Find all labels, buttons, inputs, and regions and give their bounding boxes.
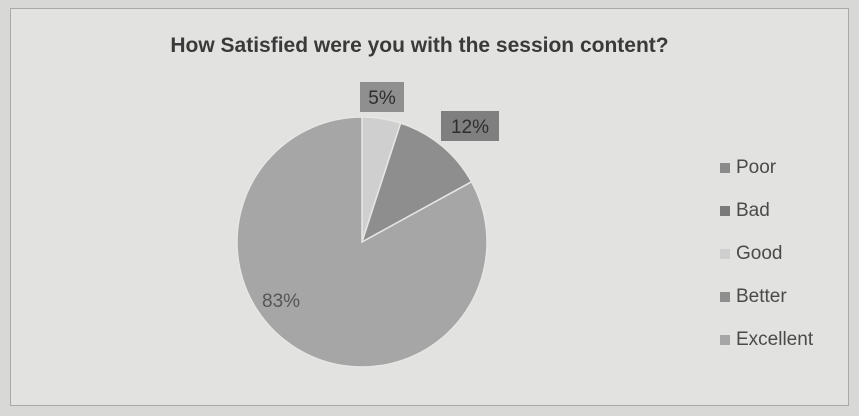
legend-label: Good — [736, 242, 783, 264]
legend-item-good: Good — [720, 232, 813, 275]
chart-title: How Satisfied were you with the session … — [170, 34, 669, 57]
pie-slice-better — [360, 122, 473, 244]
legend-label: Excellent — [736, 328, 814, 350]
legend-label: Better — [736, 285, 787, 307]
legend-swatch — [720, 334, 730, 345]
pie-slice-excellent — [236, 116, 488, 368]
data-label-good: 5% — [368, 88, 396, 109]
legend-label: Poor — [736, 156, 777, 178]
chart-legend: Poor Bad Good Better Excellent — [720, 146, 813, 361]
data-label-box-better — [441, 111, 499, 141]
data-label-excellent: 83% — [262, 291, 300, 312]
data-label-better: 12% — [451, 117, 489, 138]
legend-swatch — [720, 205, 730, 216]
legend-label: Bad — [736, 199, 770, 221]
legend-item-poor: Poor — [720, 146, 813, 189]
legend-swatch — [720, 248, 730, 259]
legend-item-better: Better — [720, 275, 813, 318]
data-label-box-good — [360, 82, 404, 112]
legend-item-excellent: Excellent — [720, 318, 813, 361]
legend-item-bad: Bad — [720, 189, 813, 232]
legend-swatch — [720, 162, 730, 173]
legend-swatch — [720, 291, 730, 302]
